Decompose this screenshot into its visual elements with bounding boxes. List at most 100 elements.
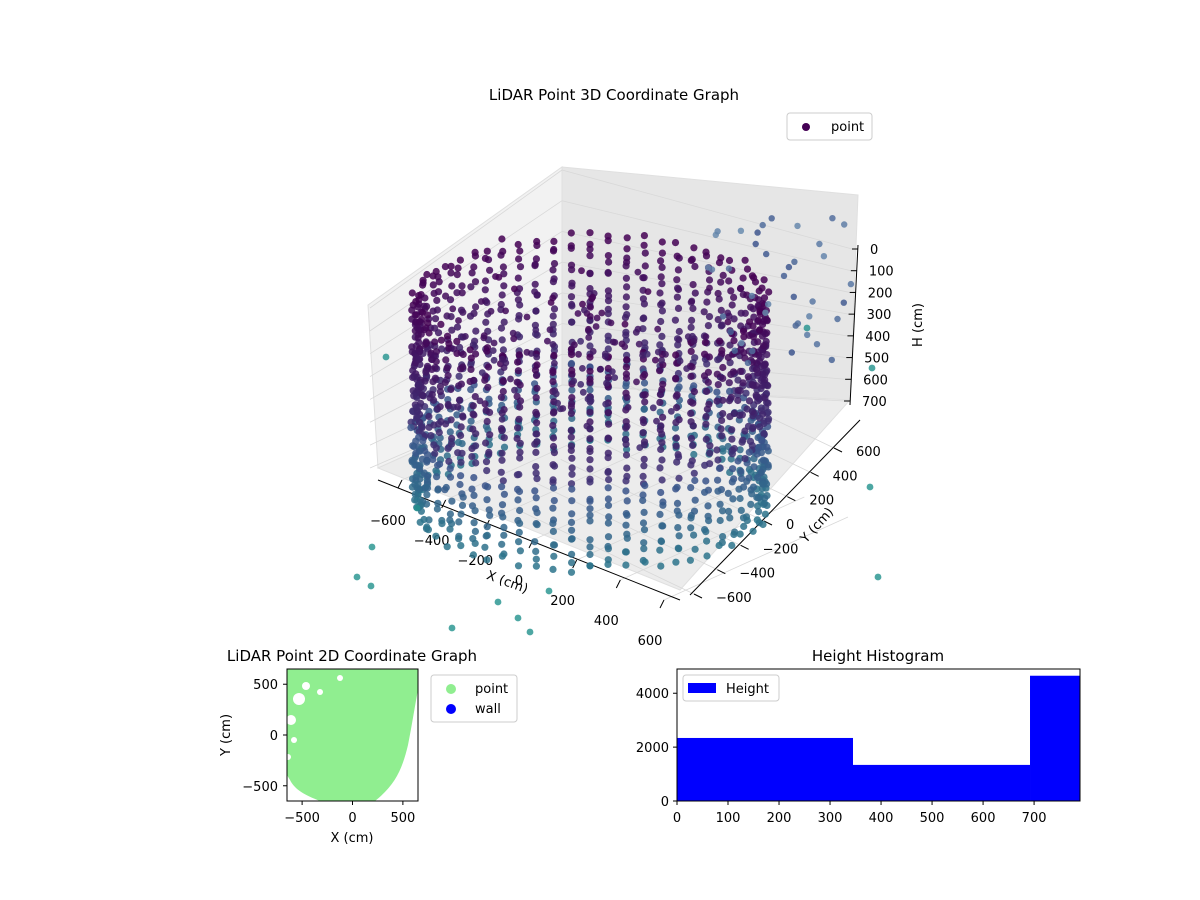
point-3d [748,408,757,416]
point-3d [470,519,478,527]
point-3d [567,426,575,435]
point-3d [586,313,594,320]
point-3d [604,545,613,553]
point-3d [499,377,507,385]
point-3d [483,347,491,355]
point-3d [454,438,463,446]
point-3d [622,262,630,270]
point-3d [724,489,732,497]
point-3d [604,252,613,260]
point-3d [717,306,725,314]
point-3d [481,286,489,294]
point-3d [533,419,541,427]
point-3d [446,428,454,436]
point-3d [738,411,747,419]
point-3d [514,496,522,504]
y-tick-label-2d: 0 [270,729,278,744]
point-3d [725,277,733,285]
point-3d [415,462,423,470]
point-3d [673,499,682,507]
point-3d [410,392,418,400]
histogram-bar [1030,675,1080,801]
point-3d [622,424,630,432]
point-3d [468,453,476,461]
point-3d [511,386,518,394]
point-3d [622,328,630,336]
point-3d [715,355,723,363]
point-3d [444,400,452,409]
point-3d [550,351,558,360]
point-3d [448,520,456,528]
point-3d [703,405,712,413]
point-3d [744,373,752,381]
point-3d [725,256,734,265]
point-3d [586,245,594,253]
point-3d [688,255,696,263]
point-3d [623,393,631,401]
point-3d [532,562,541,570]
point-3d [500,282,508,290]
point-3d [498,552,506,560]
point-3d [690,450,698,459]
point-3d [531,440,539,448]
point-3d [470,474,478,482]
y-grid-line [560,458,741,546]
point-3d [411,480,419,488]
point-3d [457,423,465,431]
point-3d [598,309,606,317]
point-3d [586,517,594,525]
plot-3d: LiDAR Point 3D Coordinate Graph −600 −400… [353,86,926,649]
point-3d [568,454,576,462]
point-3d [568,386,576,394]
point-3d [471,507,479,515]
point-3d [568,550,576,558]
point-3d [687,434,696,443]
point-3d [765,288,773,296]
legend-2d-marker-point [446,684,456,694]
point-3d [441,263,449,271]
point-3d [691,476,699,485]
legend-hist-swatch [688,683,716,693]
point-3d [673,293,682,301]
point-3d [470,263,478,271]
point-3d [453,411,461,419]
point-3d [715,464,724,472]
point-3d [441,378,449,387]
point-3d [742,389,750,397]
point-3d [759,221,766,229]
point-3d [433,296,441,304]
point-3d [408,315,416,323]
point-3d [459,413,467,421]
point-3d [690,469,698,477]
point-3d [639,315,647,323]
point-3d [434,461,442,469]
point-3d [587,397,595,405]
point-3d [641,558,649,566]
histogram-bars [677,675,1080,801]
point-3d [623,311,631,319]
point-3d [533,521,541,529]
point-3d [757,468,765,477]
point-3d [498,409,506,417]
point-3d [411,490,419,498]
point-3d [634,268,642,276]
outlier-point-3d [448,624,456,632]
point-3d [433,405,442,413]
y-tick-mark [693,593,703,599]
point-3d [794,222,801,230]
point-3d [761,376,769,384]
point-3d [690,337,698,345]
hist-x-tick-label: 100 [716,811,741,826]
point-3d [550,237,558,245]
point-3d [719,447,727,455]
x-grid-line [445,416,630,501]
point-3d [516,247,524,255]
point-3d [499,263,507,271]
point-3d [516,547,525,555]
point-3d [705,353,714,361]
point-3d [715,541,723,550]
point-3d [604,484,612,492]
point-3d [715,295,723,303]
histogram: Height Histogram 0 100 200 300 400 500 600 7000… [636,647,1081,826]
point-3d [435,278,443,286]
